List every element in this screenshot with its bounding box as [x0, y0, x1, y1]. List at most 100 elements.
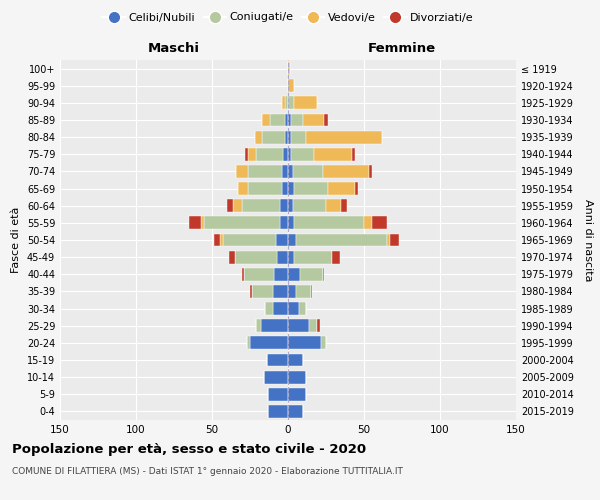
Bar [288, 216, 294, 230]
Bar [352, 148, 355, 160]
Bar [322, 336, 326, 349]
Bar [294, 216, 364, 230]
Bar [288, 336, 322, 349]
Bar [288, 405, 303, 418]
Bar [317, 320, 320, 332]
Bar [288, 96, 294, 110]
Bar [288, 114, 291, 126]
Bar [299, 302, 306, 315]
Bar [323, 165, 368, 178]
Bar [273, 302, 288, 315]
Bar [245, 148, 248, 160]
Bar [260, 320, 288, 332]
Bar [332, 250, 340, 264]
Bar [291, 114, 303, 126]
Bar [288, 302, 299, 315]
Bar [288, 200, 293, 212]
Bar [285, 114, 288, 126]
Bar [268, 388, 288, 400]
Bar [248, 165, 282, 178]
Text: COMUNE DI FILATTIERA (MS) - Dati ISTAT 1° gennaio 2020 - Elaborazione TUTTITALIA: COMUNE DI FILATTIERA (MS) - Dati ISTAT 1… [12, 468, 403, 476]
Bar [282, 96, 285, 110]
Bar [235, 250, 277, 264]
Bar [288, 182, 294, 195]
Bar [205, 216, 280, 230]
Bar [368, 165, 371, 178]
Bar [282, 165, 288, 178]
Bar [251, 285, 273, 298]
Bar [276, 234, 288, 246]
Bar [256, 320, 260, 332]
Bar [288, 130, 291, 143]
Bar [288, 62, 290, 75]
Bar [254, 130, 262, 143]
Bar [229, 250, 235, 264]
Bar [294, 250, 332, 264]
Bar [256, 148, 283, 160]
Bar [283, 148, 288, 160]
Bar [300, 268, 323, 280]
Text: Popolazione per età, sesso e stato civile - 2020: Popolazione per età, sesso e stato civil… [12, 442, 366, 456]
Bar [293, 165, 323, 178]
Bar [280, 200, 288, 212]
Bar [355, 182, 358, 195]
Bar [294, 182, 328, 195]
Bar [296, 285, 311, 298]
Bar [265, 302, 273, 315]
Bar [248, 182, 282, 195]
Bar [288, 388, 306, 400]
Bar [262, 114, 270, 126]
Bar [303, 114, 325, 126]
Bar [242, 268, 244, 280]
Bar [268, 405, 288, 418]
Bar [309, 320, 317, 332]
Bar [288, 320, 309, 332]
Bar [274, 268, 288, 280]
Bar [285, 96, 288, 110]
Bar [214, 234, 220, 246]
Bar [288, 370, 306, 384]
Bar [341, 200, 347, 212]
Bar [250, 336, 288, 349]
Bar [291, 148, 314, 160]
Bar [220, 234, 223, 246]
Bar [288, 354, 303, 366]
Bar [387, 234, 390, 246]
Bar [326, 200, 341, 212]
Bar [282, 182, 288, 195]
Bar [227, 200, 233, 212]
Bar [262, 130, 285, 143]
Bar [248, 148, 256, 160]
Bar [293, 200, 326, 212]
Bar [306, 130, 382, 143]
Bar [223, 234, 276, 246]
Bar [288, 268, 300, 280]
Bar [280, 216, 288, 230]
Bar [267, 354, 288, 366]
Bar [236, 165, 248, 178]
Bar [323, 268, 325, 280]
Bar [250, 285, 251, 298]
Bar [233, 200, 242, 212]
Y-axis label: Anni di nascita: Anni di nascita [583, 198, 593, 281]
Bar [291, 130, 306, 143]
Bar [285, 130, 288, 143]
Bar [263, 370, 288, 384]
Bar [273, 285, 288, 298]
Bar [364, 216, 371, 230]
Bar [242, 200, 280, 212]
Bar [314, 148, 352, 160]
Y-axis label: Fasce di età: Fasce di età [11, 207, 21, 273]
Bar [189, 216, 202, 230]
Bar [277, 250, 288, 264]
Bar [311, 285, 313, 298]
Bar [296, 234, 387, 246]
Bar [288, 165, 293, 178]
Bar [371, 216, 387, 230]
Bar [328, 182, 355, 195]
Bar [202, 216, 205, 230]
Bar [288, 285, 296, 298]
Bar [288, 148, 291, 160]
Bar [390, 234, 399, 246]
Bar [238, 182, 248, 195]
